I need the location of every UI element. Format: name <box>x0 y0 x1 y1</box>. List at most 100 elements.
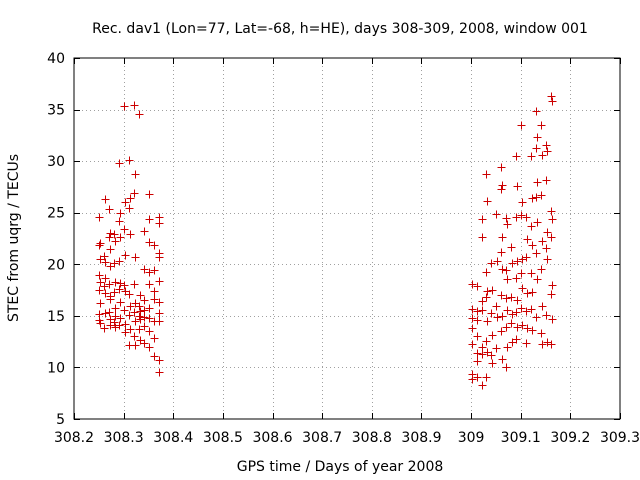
data-point <box>542 176 551 185</box>
data-point <box>543 255 552 264</box>
data-point <box>126 325 135 334</box>
data-point <box>110 288 119 297</box>
data-point <box>548 281 557 290</box>
data-point <box>101 289 110 298</box>
data-point <box>468 324 477 333</box>
data-point <box>512 213 521 222</box>
data-point <box>522 213 531 222</box>
data-point <box>145 304 154 313</box>
data-point <box>537 265 546 274</box>
data-point <box>120 306 129 315</box>
data-point <box>498 265 507 274</box>
data-point <box>121 320 130 329</box>
data-point <box>105 205 114 214</box>
y-tick-label: 20 <box>47 257 65 273</box>
data-point <box>125 290 134 299</box>
data-point <box>548 315 557 324</box>
data-point <box>478 306 487 315</box>
data-point <box>110 230 119 239</box>
data-point <box>532 313 541 322</box>
data-point <box>136 315 145 324</box>
data-point <box>517 211 526 220</box>
data-point <box>547 92 556 101</box>
data-point <box>542 244 551 253</box>
data-point <box>497 248 506 257</box>
data-point <box>527 152 536 161</box>
data-point <box>106 245 115 254</box>
x-tick-label: 308.4 <box>153 430 193 446</box>
data-point <box>120 102 129 111</box>
data-point <box>145 314 154 323</box>
data-point <box>115 217 124 226</box>
data-point <box>503 343 512 352</box>
data-point <box>502 363 511 372</box>
y-axis-title: STEC from uqrg / TECUs <box>6 154 22 322</box>
x-tick-label: 308.2 <box>54 430 94 446</box>
data-point <box>150 295 159 304</box>
data-point <box>101 309 110 318</box>
data-point <box>507 293 516 302</box>
data-point <box>106 229 115 238</box>
data-point <box>527 305 536 314</box>
data-point <box>533 178 542 187</box>
data-point <box>101 274 110 283</box>
data-point <box>140 306 149 315</box>
data-point <box>100 282 109 291</box>
y-tick-label: 10 <box>47 360 65 376</box>
data-point <box>105 233 114 242</box>
plot-frame <box>73 57 621 420</box>
data-point <box>542 141 551 150</box>
data-point <box>155 368 164 377</box>
data-point <box>145 280 154 289</box>
data-point <box>532 249 541 258</box>
data-point <box>468 305 477 314</box>
data-point <box>538 340 547 349</box>
data-point <box>478 215 487 224</box>
data-point <box>543 228 552 237</box>
data-point <box>115 159 124 168</box>
data-point <box>155 309 164 318</box>
data-point <box>492 210 501 219</box>
data-point <box>115 321 124 330</box>
data-point <box>150 334 159 343</box>
data-point <box>487 309 496 318</box>
data-point <box>478 343 487 352</box>
data-point <box>482 337 491 346</box>
data-point <box>513 296 522 305</box>
data-point <box>528 288 537 297</box>
data-point <box>116 298 125 307</box>
data-point <box>116 233 125 242</box>
y-tick-label: 5 <box>56 412 65 428</box>
data-point <box>111 323 120 332</box>
data-point <box>497 185 506 194</box>
data-point <box>523 289 532 298</box>
data-point <box>121 328 130 337</box>
data-point <box>131 341 140 350</box>
x-tick-label: 308.7 <box>302 430 342 446</box>
data-point <box>532 107 541 116</box>
data-point <box>125 204 134 213</box>
data-point <box>482 268 491 277</box>
data-point <box>105 280 114 289</box>
data-point <box>547 233 556 242</box>
data-point <box>523 324 532 333</box>
data-point <box>502 323 511 332</box>
data-point <box>478 233 487 242</box>
data-point <box>533 275 542 284</box>
grid-lines <box>74 58 620 419</box>
data-point <box>483 197 492 206</box>
chart-title: Rec. dav1 (Lon=77, Lat=-68, h=HE), days … <box>92 21 588 37</box>
data-point <box>96 239 105 248</box>
data-point <box>503 275 512 284</box>
data-point <box>111 237 120 246</box>
data-point <box>120 281 129 290</box>
data-point <box>125 311 134 320</box>
x-tick-label: 308.5 <box>203 430 243 446</box>
data-point <box>488 331 497 340</box>
data-point <box>473 373 482 382</box>
y-tick-label: 40 <box>47 51 65 67</box>
data-point <box>478 350 487 359</box>
data-point <box>131 317 140 326</box>
data-point <box>115 285 124 294</box>
x-tick-label: 308.6 <box>252 430 292 446</box>
